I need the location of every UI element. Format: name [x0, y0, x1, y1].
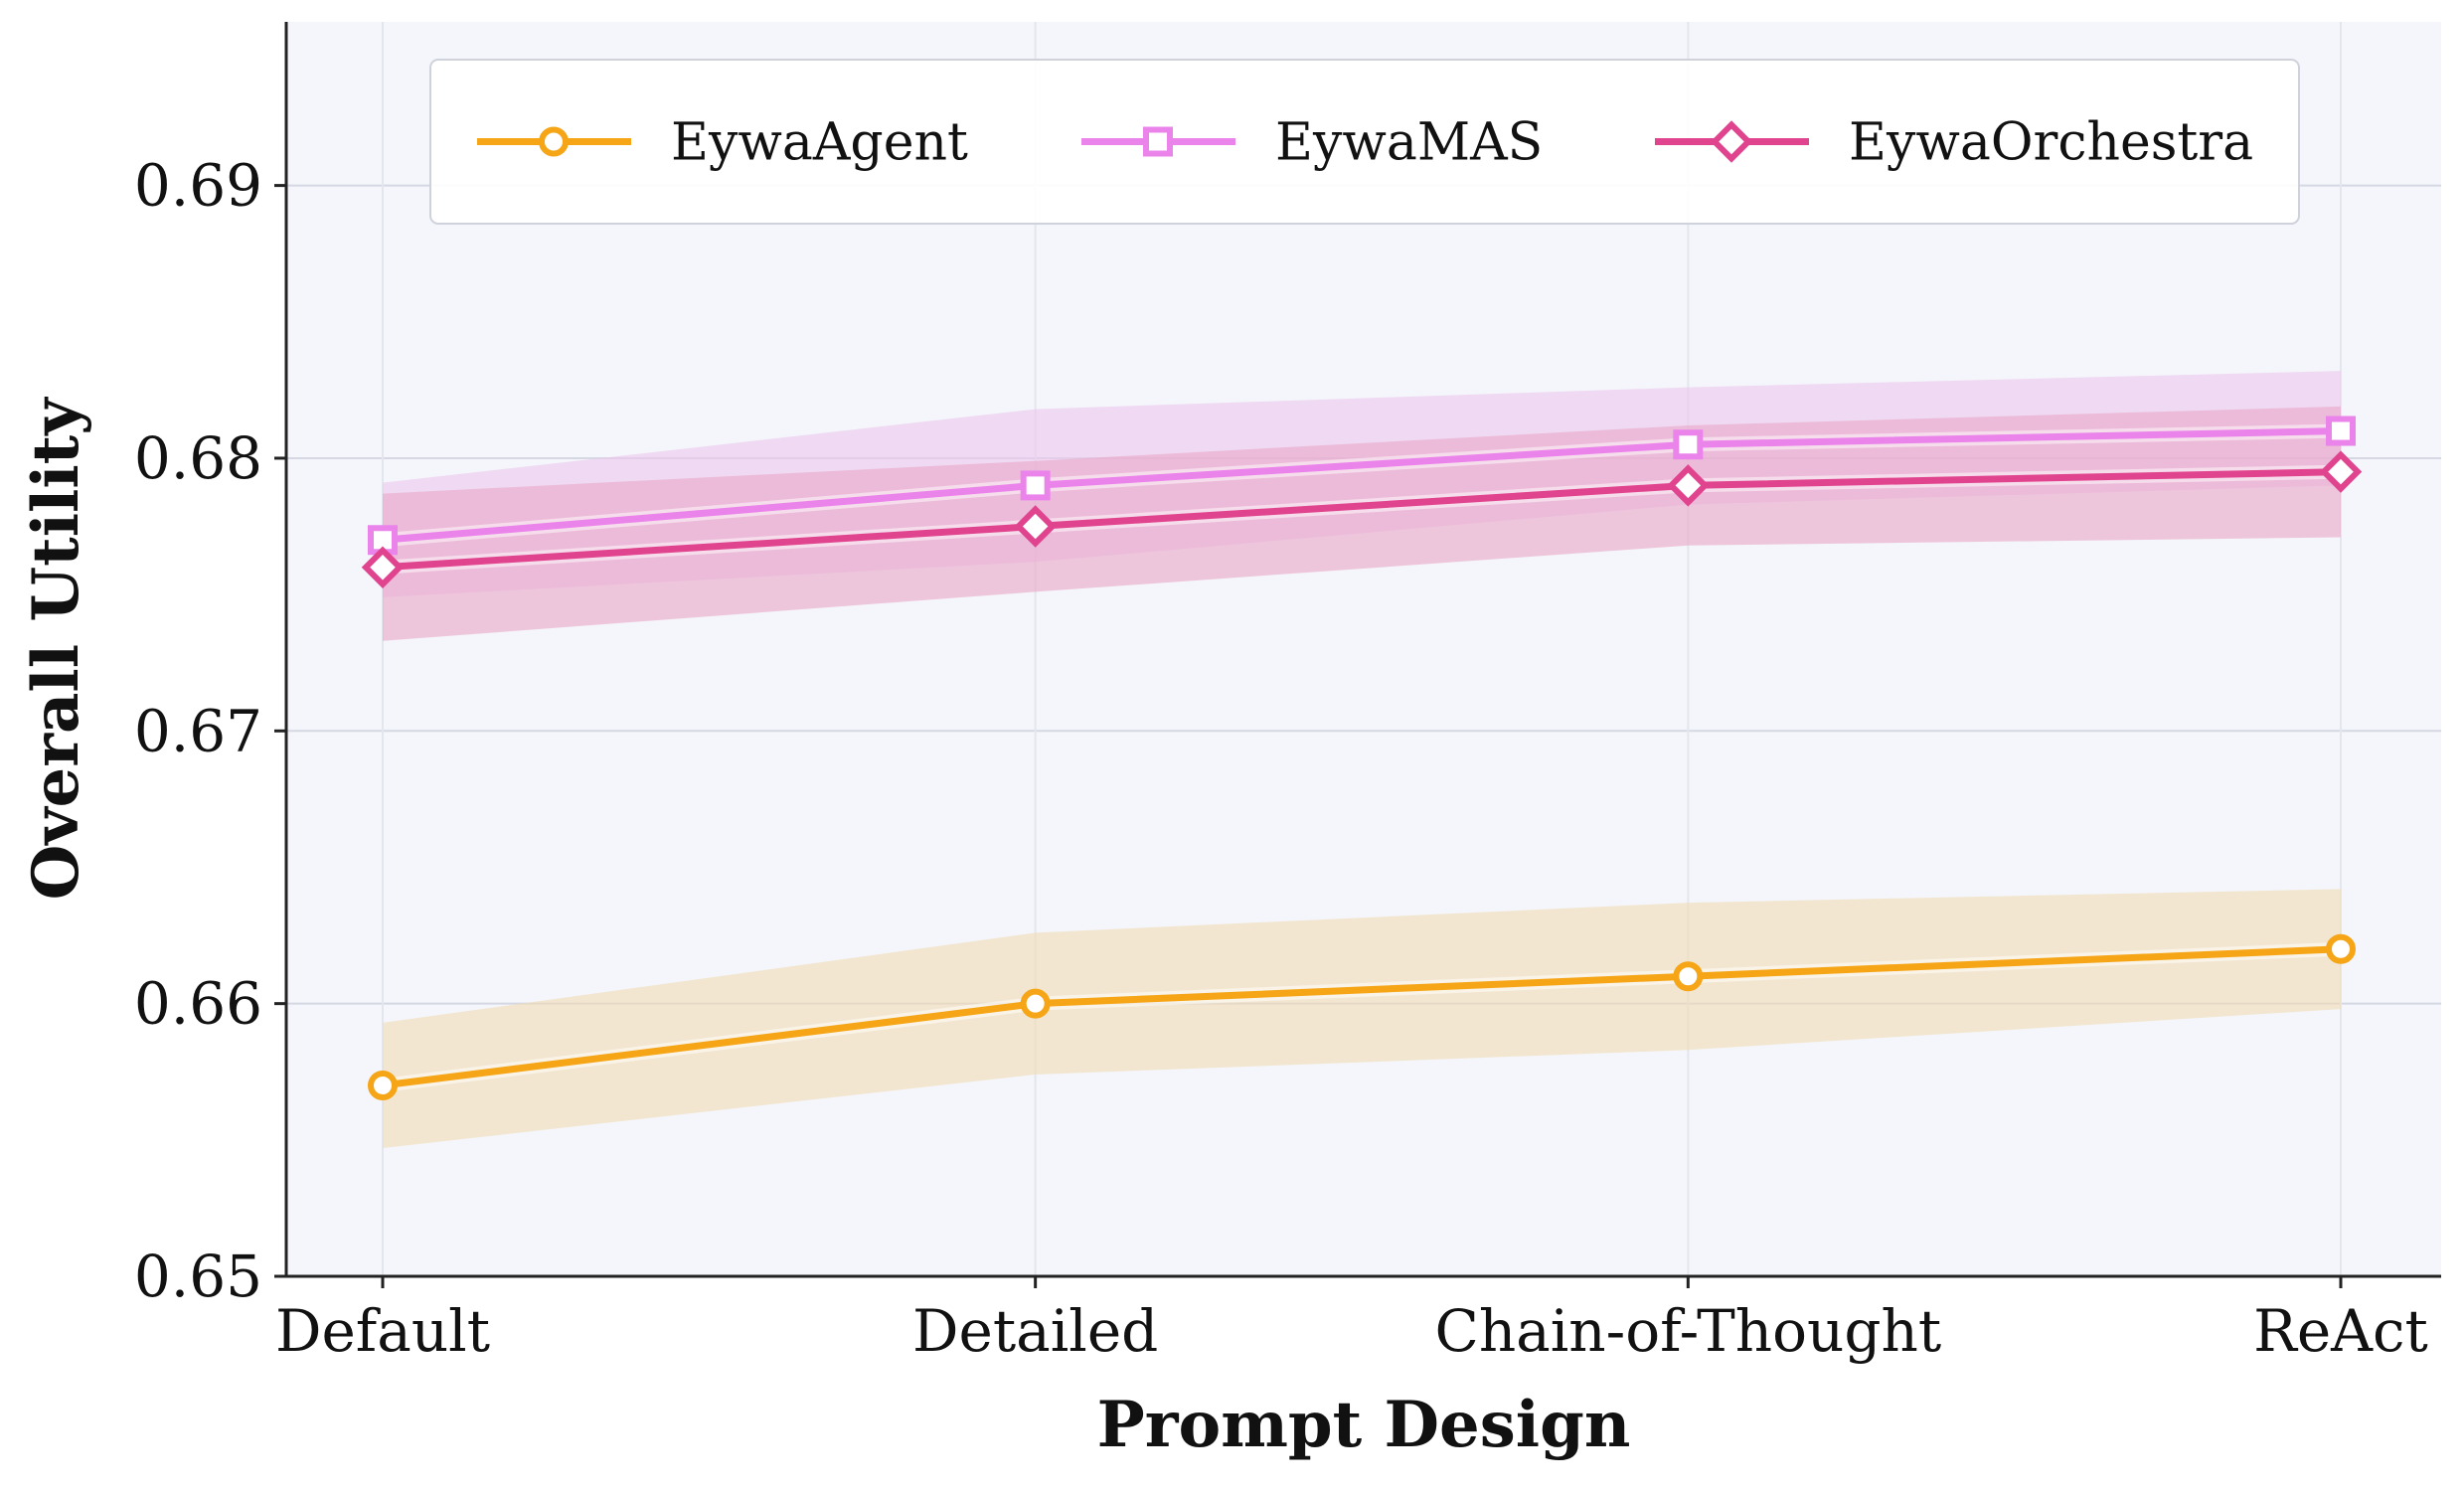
series-line	[379, 468, 2345, 572]
series-lines	[379, 423, 2345, 1092]
x-tick-label: Detailed	[912, 1297, 1158, 1365]
data-point-marker	[2319, 450, 2363, 493]
y-tick-label: 0.69	[134, 152, 262, 220]
data-point-marker	[2326, 415, 2356, 446]
legend-label: EywaAgent	[671, 113, 968, 173]
confidence-band	[383, 406, 2341, 641]
tick-labels: 0.65 0.66 0.67 0.68 0.69 Default Detailed Chain…	[134, 152, 2428, 1365]
confidence-band	[383, 889, 2341, 1149]
legend-marker	[1143, 126, 1173, 157]
legend-label: EywaOrchestra	[1849, 113, 2253, 173]
series-markers	[361, 415, 2363, 1100]
y-tick-label: 0.67	[134, 697, 262, 764]
x-axis-title: Prompt Design	[1097, 1388, 1631, 1462]
legend: EywaAgent EywaMAS EywaOrchestra	[429, 59, 2300, 225]
data-point-marker	[2326, 933, 2356, 964]
x-tick-label: Default	[275, 1297, 490, 1365]
legend-label: EywaMAS	[1275, 113, 1543, 173]
series-line	[379, 945, 2345, 1089]
y-axis-title: Overall Utility	[19, 397, 93, 901]
x-tick-label: ReAct	[2253, 1297, 2428, 1365]
series-line	[379, 427, 2345, 544]
y-tick-label: 0.68	[134, 424, 262, 492]
data-point-marker	[361, 546, 405, 588]
axes	[274, 22, 2441, 1288]
legend-marker	[539, 126, 569, 157]
legend-marker	[1710, 120, 1753, 163]
y-tick-label: 0.66	[134, 970, 262, 1038]
legend-box	[429, 59, 2300, 225]
data-point-marker	[1014, 505, 1057, 548]
data-point-marker	[1673, 429, 1704, 460]
data-point-marker	[1020, 470, 1051, 501]
data-point-marker	[1667, 464, 1710, 507]
data-point-marker	[1020, 988, 1051, 1019]
data-point-marker	[1673, 961, 1704, 992]
x-tick-label: Chain-of-Thought	[1434, 1297, 1941, 1365]
data-point-marker	[368, 1070, 398, 1100]
y-tick-label: 0.65	[134, 1243, 262, 1310]
